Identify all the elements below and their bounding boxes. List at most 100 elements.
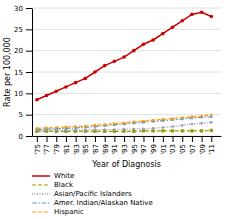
y-tick-mark xyxy=(26,8,32,9)
y-axis-line xyxy=(32,9,33,137)
x-tick-mark xyxy=(114,136,115,142)
x-tick: '91 xyxy=(111,136,119,155)
x-tick-label: '85 xyxy=(82,144,90,155)
marker xyxy=(142,120,145,123)
x-tick: '09 xyxy=(199,136,207,155)
series xyxy=(36,114,213,130)
x-tick-mark xyxy=(85,136,86,142)
line xyxy=(37,122,211,130)
x-tick-mark xyxy=(202,136,203,142)
legend-item: Asian/Pacific Islanders xyxy=(32,190,132,198)
y-tick-label: 30 xyxy=(14,5,23,13)
marker xyxy=(93,70,97,74)
legend-swatch xyxy=(32,175,50,177)
marker xyxy=(181,124,184,127)
grid-line xyxy=(32,114,221,115)
x-tick: '87 xyxy=(92,136,100,155)
legend: WhiteBlackAsian/Pacific IslandersAmer. I… xyxy=(32,172,153,216)
marker xyxy=(191,123,194,126)
x-tick: '75 xyxy=(34,136,42,155)
marker xyxy=(132,128,135,131)
grid-line xyxy=(32,29,221,30)
y-tick: 25 xyxy=(14,26,32,34)
y-tick-mark xyxy=(26,136,32,137)
marker xyxy=(55,130,58,133)
marker xyxy=(200,115,203,118)
x-tick-mark xyxy=(66,136,67,142)
x-tick: '95 xyxy=(131,136,139,155)
marker xyxy=(103,64,107,68)
marker xyxy=(94,124,97,127)
x-tick-label: '05 xyxy=(179,144,187,155)
legend-item: Amer. Indian/Alaskan Native xyxy=(32,199,153,207)
marker xyxy=(210,114,213,117)
x-tick: '07 xyxy=(189,136,197,155)
marker xyxy=(65,126,68,129)
x-tick-label: '77 xyxy=(43,144,51,155)
marker xyxy=(180,19,184,23)
legend-swatch xyxy=(32,193,50,194)
x-tick: '85 xyxy=(82,136,90,155)
marker xyxy=(123,128,126,131)
marker xyxy=(64,130,67,133)
marker xyxy=(123,121,126,124)
marker xyxy=(162,126,165,129)
marker xyxy=(152,127,155,130)
x-tick: '99 xyxy=(150,136,158,155)
marker xyxy=(74,130,77,133)
marker xyxy=(36,127,39,130)
x-tick-mark xyxy=(192,136,193,142)
marker xyxy=(54,89,58,93)
legend-label: Asian/Pacific Islanders xyxy=(54,190,132,198)
marker xyxy=(152,119,155,122)
plot: '75'77'79'81'83'85'87'89'91'93'95'97'99'… xyxy=(3,5,222,169)
legend-label: Amer. Indian/Alaskan Native xyxy=(54,199,153,207)
y-tick-mark xyxy=(26,51,32,52)
y-tick-label: 10 xyxy=(14,90,23,98)
marker xyxy=(122,55,126,59)
marker xyxy=(84,129,87,132)
marker xyxy=(74,81,78,85)
marker xyxy=(142,42,146,46)
x-tick-label: '97 xyxy=(140,144,148,155)
x-tick-mark xyxy=(182,136,183,142)
marker xyxy=(113,122,116,125)
legend-label: White xyxy=(54,172,74,180)
x-tick-mark xyxy=(143,136,144,142)
marker xyxy=(190,13,194,17)
x-tick: '01 xyxy=(160,136,168,155)
marker xyxy=(84,125,87,128)
y-tick-mark xyxy=(26,115,32,116)
x-tick-mark xyxy=(76,136,77,142)
marker xyxy=(171,129,174,132)
marker xyxy=(132,121,135,124)
x-tick-label: '89 xyxy=(102,144,110,155)
marker xyxy=(151,38,155,42)
x-tick-mark xyxy=(134,136,135,142)
x-tick: '05 xyxy=(179,136,187,155)
marker xyxy=(113,60,117,64)
y-tick-label: 0 xyxy=(19,133,23,141)
legend-item: Black xyxy=(32,181,74,189)
legend-swatch xyxy=(32,202,50,203)
x-tick-label: '87 xyxy=(92,144,100,155)
x-tick-label: '75 xyxy=(34,144,42,155)
y-tick-label: 15 xyxy=(14,69,23,77)
marker xyxy=(84,77,88,81)
y-axis-title: Rate per 100,000 xyxy=(3,37,12,107)
x-tick: '83 xyxy=(73,136,81,155)
x-tick-mark xyxy=(173,136,174,142)
grid xyxy=(32,8,221,136)
legend-label: Hispanic xyxy=(54,208,84,216)
x-tick-label: '95 xyxy=(131,144,139,155)
x-axis-line xyxy=(33,136,222,137)
marker xyxy=(45,127,48,130)
chart: '75'77'79'81'83'85'87'89'91'93'95'97'99'… xyxy=(0,0,229,219)
x-tick-mark xyxy=(37,136,38,142)
marker xyxy=(103,123,106,126)
marker xyxy=(142,127,145,130)
x-tick: '89 xyxy=(102,136,110,155)
series xyxy=(36,116,213,131)
y-tick: 0 xyxy=(19,133,32,141)
line xyxy=(37,12,211,99)
